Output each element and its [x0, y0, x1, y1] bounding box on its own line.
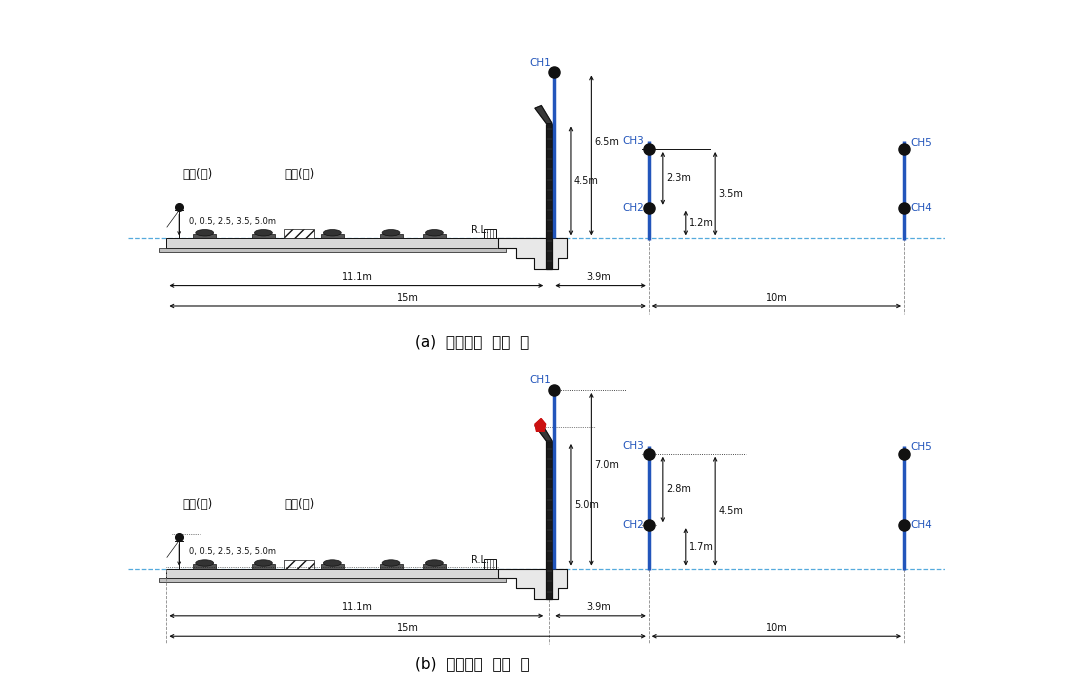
Text: (b)  상단장치  설치  후: (b) 상단장치 설치 후: [415, 656, 529, 671]
Text: 하행(좌): 하행(좌): [284, 168, 314, 181]
Bar: [252, 234, 275, 238]
Text: CH1: CH1: [530, 58, 552, 68]
Bar: [252, 564, 275, 568]
Bar: [484, 228, 496, 238]
Bar: [321, 564, 343, 568]
Bar: [546, 441, 553, 599]
Ellipse shape: [382, 560, 400, 566]
Text: CH4: CH4: [910, 520, 932, 530]
Bar: [159, 248, 505, 252]
Text: R.L.: R.L.: [471, 555, 489, 565]
Text: 3.9m: 3.9m: [587, 603, 612, 612]
Text: 11.1m: 11.1m: [342, 272, 373, 282]
Text: CH4: CH4: [910, 203, 932, 213]
Text: CH2: CH2: [622, 520, 644, 530]
Text: 10m: 10m: [765, 623, 788, 633]
Ellipse shape: [254, 560, 273, 566]
Ellipse shape: [382, 230, 400, 236]
Polygon shape: [535, 418, 546, 431]
Text: 0, 0.5, 2.5, 3.5, 5.0m: 0, 0.5, 2.5, 3.5, 5.0m: [190, 547, 277, 557]
Text: 1.7m: 1.7m: [689, 542, 714, 552]
Text: CH2: CH2: [622, 203, 644, 213]
Text: CH5: CH5: [910, 442, 932, 453]
Polygon shape: [498, 568, 568, 599]
Bar: [166, 568, 498, 579]
Text: 상행(우): 상행(우): [182, 168, 212, 181]
Bar: [284, 559, 314, 568]
Bar: [484, 559, 496, 568]
Text: 5.0m: 5.0m: [574, 499, 599, 510]
Bar: [380, 234, 402, 238]
Text: 10m: 10m: [765, 292, 788, 303]
Ellipse shape: [426, 560, 443, 566]
Bar: [166, 238, 498, 248]
Text: 상행(우): 상행(우): [182, 498, 212, 511]
Text: CH3: CH3: [622, 136, 644, 147]
Ellipse shape: [426, 230, 443, 236]
Polygon shape: [535, 423, 553, 441]
Bar: [193, 234, 216, 238]
Text: CH1: CH1: [530, 376, 552, 385]
Text: 1.2m: 1.2m: [689, 218, 714, 228]
Bar: [546, 124, 553, 269]
Text: 4.5m: 4.5m: [718, 506, 744, 516]
Polygon shape: [498, 238, 568, 269]
Ellipse shape: [195, 560, 214, 566]
Text: 2.8m: 2.8m: [666, 484, 691, 495]
Bar: [284, 229, 314, 238]
Bar: [193, 564, 216, 568]
Ellipse shape: [323, 560, 341, 566]
Text: 하행(좌): 하행(좌): [284, 498, 314, 511]
Bar: [159, 579, 505, 582]
Text: CH5: CH5: [910, 138, 932, 148]
Text: 0, 0.5, 2.5, 3.5, 5.0m: 0, 0.5, 2.5, 3.5, 5.0m: [190, 217, 277, 226]
Text: R.L.: R.L.: [471, 224, 489, 235]
Text: 3.9m: 3.9m: [587, 272, 612, 282]
Text: 11.1m: 11.1m: [342, 603, 373, 612]
Text: CH3: CH3: [622, 441, 644, 451]
Text: 3.5m: 3.5m: [718, 189, 744, 199]
Text: (a)  상단장치  설치  전: (a) 상단장치 설치 전: [415, 334, 529, 349]
Text: 7.0m: 7.0m: [594, 460, 619, 470]
Bar: [423, 564, 446, 568]
Ellipse shape: [323, 230, 341, 236]
Ellipse shape: [195, 230, 214, 236]
Bar: [380, 564, 402, 568]
Text: 15m: 15m: [397, 292, 418, 303]
Text: 15m: 15m: [397, 623, 418, 633]
Text: 4.5m: 4.5m: [574, 176, 599, 186]
Text: 6.5m: 6.5m: [594, 137, 619, 147]
Bar: [423, 234, 446, 238]
Text: 2.3m: 2.3m: [666, 173, 691, 184]
Bar: [321, 234, 343, 238]
Polygon shape: [535, 106, 553, 124]
Ellipse shape: [254, 230, 273, 236]
